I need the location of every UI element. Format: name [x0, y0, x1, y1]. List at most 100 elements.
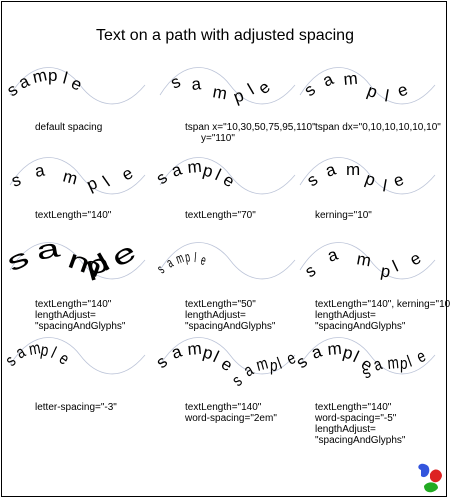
caption-line: lengthAdjust=: [35, 310, 96, 321]
example-caption: textLength="50" lengthAdjust= "spacingAndG…: [185, 299, 276, 332]
example-caption: textLength="140": [35, 210, 112, 221]
sample-glyph: m: [28, 339, 42, 359]
sample-glyph: a: [169, 341, 185, 362]
sample-glyph: l: [405, 352, 414, 371]
guide-path: [159, 242, 296, 280]
sample-glyph: a: [34, 234, 63, 266]
caption-line: "spacingAndGlyphs": [315, 321, 406, 332]
sample-glyph: a: [33, 160, 46, 180]
guide-path: [299, 242, 436, 280]
guide-path: [9, 67, 146, 105]
sample-glyph: p: [400, 355, 408, 374]
sample-glyph: s: [292, 352, 311, 372]
sample-glyph: s: [152, 168, 171, 188]
sample-glyph: l: [212, 165, 223, 184]
example-caption: kerning="10": [315, 210, 372, 221]
sample-glyph: m: [254, 354, 270, 375]
sample-glyph: s: [229, 371, 246, 390]
page-title: Text on a path with adjusted spacing: [96, 27, 354, 44]
example-caption: default spacing: [35, 122, 102, 133]
guide-path: [159, 337, 296, 375]
caption-line: tspan x="10,30,50,75,95,110": [185, 122, 316, 133]
sample-glyph: m: [346, 160, 360, 179]
example-tspan-dx: s a mp l e tspan dx="0,10,10,10,10,10": [299, 67, 441, 133]
sample-glyph: a: [325, 244, 341, 265]
sample-glyph: m: [187, 339, 203, 359]
sample-glyph: p: [201, 161, 215, 182]
sample-glyph: m: [187, 157, 203, 177]
sample-glyph: s: [300, 80, 319, 100]
guide-path: [159, 157, 296, 195]
sample-glyph: l: [210, 347, 221, 366]
sample-glyph: e: [391, 170, 406, 191]
caption-line: word-spacing="2em": [184, 413, 277, 424]
caption-line: textLength="50": [185, 299, 256, 310]
guide-path: [9, 242, 146, 280]
caption-line: textLength="140": [315, 402, 392, 413]
sample-glyph: p: [363, 169, 378, 190]
sample-glyph: m: [343, 69, 359, 89]
sample-glyph: l: [194, 251, 197, 266]
sample-glyph: p: [379, 261, 392, 281]
sample-glyph: a: [169, 159, 185, 180]
sample-glyph: m: [327, 339, 343, 359]
sample-glyph: a: [323, 159, 339, 180]
caption-line: word-spacing="-5": [314, 413, 397, 424]
caption-line: lengthAdjust=: [315, 424, 376, 435]
caption-line: letter-spacing="-3": [35, 402, 117, 413]
sample-glyph: a: [309, 341, 325, 362]
guide-path: [299, 67, 436, 105]
sample-glyph: l: [61, 69, 70, 88]
example-caption: textLength="70": [185, 210, 256, 221]
guide-path: [9, 157, 146, 195]
sample-glyph: e: [68, 73, 85, 94]
example-kerning-10: s a m p l e kerning="10": [299, 157, 436, 221]
caption-line: textLength="140": [185, 402, 262, 413]
sample-glyph: e: [55, 349, 72, 369]
example-caption: textLength="140" word-spacing="2em": [184, 402, 277, 424]
guide-path: [299, 157, 436, 195]
sample-glyph: l: [48, 344, 59, 362]
sample-glyph: e: [254, 77, 273, 98]
sample-glyph: m: [31, 65, 49, 87]
sample-glyph: m: [61, 167, 80, 189]
sample-glyph: l: [99, 173, 113, 191]
caption-line: "spacingAndGlyphs": [315, 435, 406, 446]
caption-line: tspan dx="0,10,10,10,10,10": [315, 122, 441, 133]
guide-path: [9, 337, 146, 375]
sample-glyph: s: [155, 263, 168, 277]
sample-glyph: s: [152, 352, 171, 372]
sample-glyph: s: [303, 170, 321, 190]
example-caption: tspan x="10,30,50,75,95,110" y="110": [185, 122, 316, 144]
example-caption: textLength="140", kerning="10" lengthAdju…: [315, 299, 450, 332]
sample-glyph: p: [48, 66, 57, 85]
sample-glyph: e: [414, 347, 429, 367]
example-textlength-140: s a m p l e textLength="140": [9, 157, 146, 221]
guide-path: [159, 67, 296, 105]
sample-glyph: p: [270, 357, 278, 376]
sample-glyph: e: [395, 80, 410, 101]
svg-logo-icon: [418, 463, 442, 493]
caption-line: textLength="140": [35, 299, 112, 310]
caption-line: "spacingAndGlyphs": [185, 321, 276, 332]
sample-glyph: p: [231, 86, 246, 107]
sample-glyph: m: [387, 354, 400, 374]
example-caption: textLength="140" word-spacing="-5" lengthA…: [314, 402, 406, 446]
sample-glyph: e: [407, 248, 425, 269]
sample-glyph: p: [84, 173, 101, 194]
caption-line: textLength="70": [185, 210, 256, 221]
sample-glyph: s: [2, 243, 33, 278]
caption-line: "spacingAndGlyphs": [35, 321, 126, 332]
sample-glyph: l: [390, 257, 401, 276]
sample-glyph: a: [320, 69, 337, 90]
